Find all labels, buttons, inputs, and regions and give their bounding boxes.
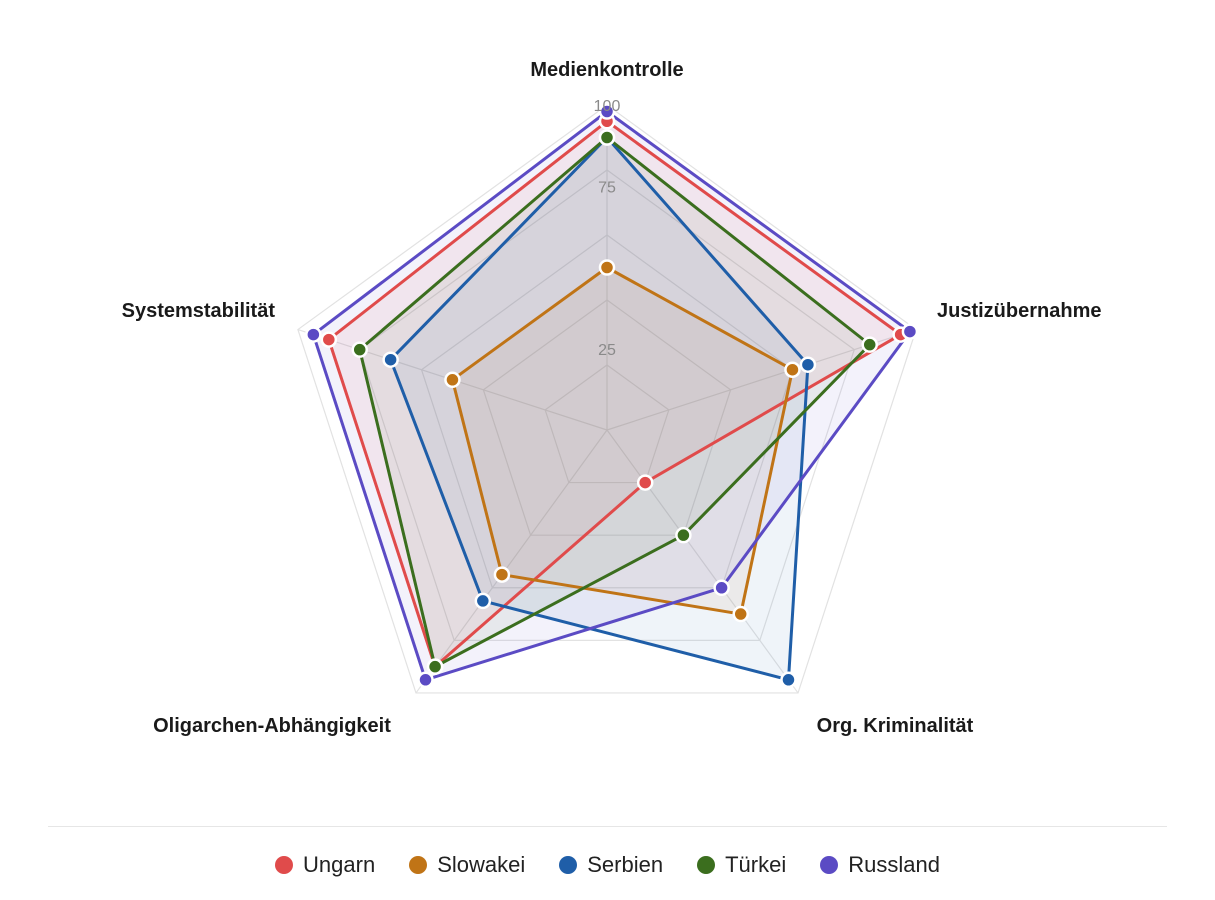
legend-item[interactable]: Ungarn — [275, 852, 375, 878]
data-point[interactable] — [713, 579, 730, 597]
tick-label: 25 — [598, 342, 616, 359]
radar-chart: 25 75 100 Medienkontrolle Justizübernahme Or… — [122, 59, 1102, 737]
legend-swatch — [697, 856, 716, 874]
data-point[interactable] — [598, 129, 616, 146]
tick-label: 75 — [598, 179, 616, 196]
legend-label: Serbien — [587, 852, 664, 877]
data-point[interactable] — [305, 326, 322, 343]
data-point[interactable] — [351, 341, 368, 358]
series-areas — [313, 111, 910, 680]
series-points — [305, 103, 919, 689]
data-point[interactable] — [426, 658, 444, 675]
grid-ring — [544, 364, 670, 484]
legend-label: Türkei — [725, 852, 787, 877]
tick-label: 100 — [594, 98, 621, 115]
axis-label: Oligarchen-Abhängigkeit — [153, 715, 391, 737]
data-point[interactable] — [444, 371, 461, 389]
series-area — [452, 267, 793, 615]
grid-spoke — [415, 429, 608, 694]
legend: Ungarn Slowakei Serbien Türkei Russland — [0, 852, 1215, 878]
legend-swatch — [409, 856, 428, 874]
radial-tick-labels: 25 75 100 — [594, 98, 621, 359]
data-point[interactable] — [799, 356, 817, 373]
series-line — [327, 119, 903, 669]
legend-swatch — [275, 856, 294, 874]
series-lines — [311, 110, 912, 682]
legend-item[interactable]: Serbien — [559, 852, 663, 878]
legend-swatch — [559, 856, 578, 874]
data-point[interactable] — [901, 323, 919, 340]
data-point[interactable] — [732, 605, 749, 623]
data-point[interactable] — [636, 474, 654, 491]
data-point[interactable] — [861, 336, 878, 353]
data-point[interactable] — [784, 361, 801, 378]
series-line — [450, 266, 794, 616]
legend-label: Ungarn — [303, 852, 376, 877]
axis-labels: Medienkontrolle Justizübernahme Org. Krimi… — [122, 59, 1102, 737]
data-point[interactable] — [474, 592, 492, 610]
grid-ring — [359, 169, 855, 641]
axis-label: Justizübernahme — [937, 300, 1101, 322]
legend-swatch — [820, 856, 839, 874]
data-point[interactable] — [493, 566, 511, 583]
series-line — [311, 110, 912, 682]
data-point[interactable] — [417, 671, 434, 689]
grid-ring — [297, 104, 917, 694]
data-point[interactable] — [780, 671, 797, 689]
legend-label: Russland — [848, 852, 940, 877]
series-area — [313, 111, 910, 680]
axis-label: Systemstabilität — [122, 300, 276, 322]
legend-item[interactable]: Russland — [820, 852, 940, 878]
legend-label: Slowakei — [437, 852, 526, 877]
grid-ring — [420, 234, 794, 589]
legend-item[interactable]: Slowakei — [409, 852, 525, 878]
data-point[interactable] — [320, 331, 338, 348]
axis-label: Medienkontrolle — [530, 59, 683, 81]
series-line — [389, 136, 810, 682]
grid-spoke — [606, 429, 799, 694]
grid-ring — [482, 299, 732, 536]
data-point[interactable] — [598, 103, 616, 120]
legend-divider — [48, 826, 1167, 827]
series-area — [359, 137, 870, 667]
data-point[interactable] — [675, 526, 692, 544]
axis-label: Org. Kriminalität — [817, 715, 974, 737]
data-point[interactable] — [598, 259, 616, 276]
legend-item[interactable]: Türkei — [697, 852, 786, 878]
data-point[interactable] — [382, 351, 399, 368]
series-line — [358, 136, 872, 669]
